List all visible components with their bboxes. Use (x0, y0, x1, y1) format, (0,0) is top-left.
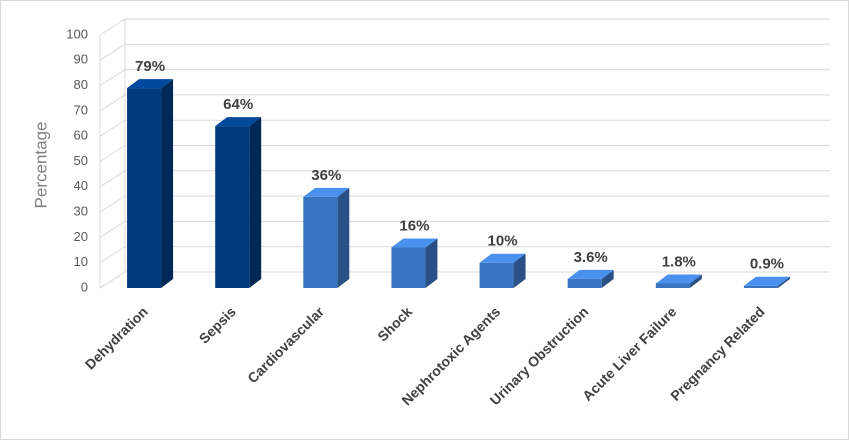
grid-line (99, 195, 830, 213)
bar (479, 253, 526, 288)
grid-line (99, 145, 830, 162)
y-tick-label: 70 (74, 102, 88, 117)
bar (127, 79, 174, 288)
bar-side (249, 117, 262, 288)
bar-top (391, 238, 438, 248)
bar (303, 187, 350, 288)
value-label: 0.9% (750, 256, 784, 273)
bar-side (513, 253, 526, 288)
y-tick-label: 60 (74, 128, 88, 143)
bar-top (127, 79, 174, 89)
grid-line (99, 170, 830, 188)
y-tick-label: 100 (66, 26, 88, 41)
bar-top (479, 253, 526, 263)
value-label: 3.6% (574, 249, 608, 266)
bar-front (391, 247, 426, 288)
y-tick-label: 80 (74, 77, 88, 92)
y-tick-label: 50 (74, 153, 88, 168)
bar (743, 276, 790, 288)
grid-line (99, 94, 830, 112)
bar-top (303, 187, 350, 197)
grid-line (99, 43, 830, 61)
grid-line (99, 246, 830, 264)
bar-side (601, 269, 614, 288)
grid-line (99, 220, 830, 238)
bar-side (161, 79, 174, 288)
bar (215, 117, 262, 288)
bar-front (127, 88, 162, 288)
y-tick-label: 90 (74, 52, 88, 67)
grid-line (99, 69, 830, 87)
bar-front (303, 196, 338, 288)
y-tick-label: 30 (74, 204, 88, 219)
bar-top (743, 276, 790, 286)
value-label: 16% (399, 217, 429, 234)
y-axis-label: Percentage (31, 122, 50, 209)
value-label: 64% (223, 96, 253, 113)
bar-top (655, 274, 702, 284)
y-tick-label: 10 (74, 254, 88, 269)
value-label: 79% (135, 58, 165, 75)
bar-front (215, 126, 250, 288)
bar (655, 274, 702, 288)
bar-top (215, 117, 262, 127)
y-tick-label: 0 (81, 279, 88, 294)
y-tick-label: 40 (74, 178, 88, 193)
bar-front (743, 285, 778, 288)
bar-side (689, 274, 702, 288)
grid-line (99, 119, 830, 137)
bar-front (655, 283, 690, 288)
grid-line (99, 18, 830, 36)
y-tick-label: 20 (74, 229, 88, 244)
bar (391, 238, 438, 288)
bar-top (567, 269, 614, 279)
bar-front (567, 278, 602, 288)
bar-front (479, 262, 514, 288)
bar-side (425, 238, 438, 288)
value-label: 10% (488, 233, 518, 250)
value-label: 36% (311, 167, 341, 184)
bar-side (777, 276, 790, 288)
bar-side (337, 187, 350, 288)
bar (567, 269, 614, 288)
value-label: 1.8% (662, 253, 696, 270)
